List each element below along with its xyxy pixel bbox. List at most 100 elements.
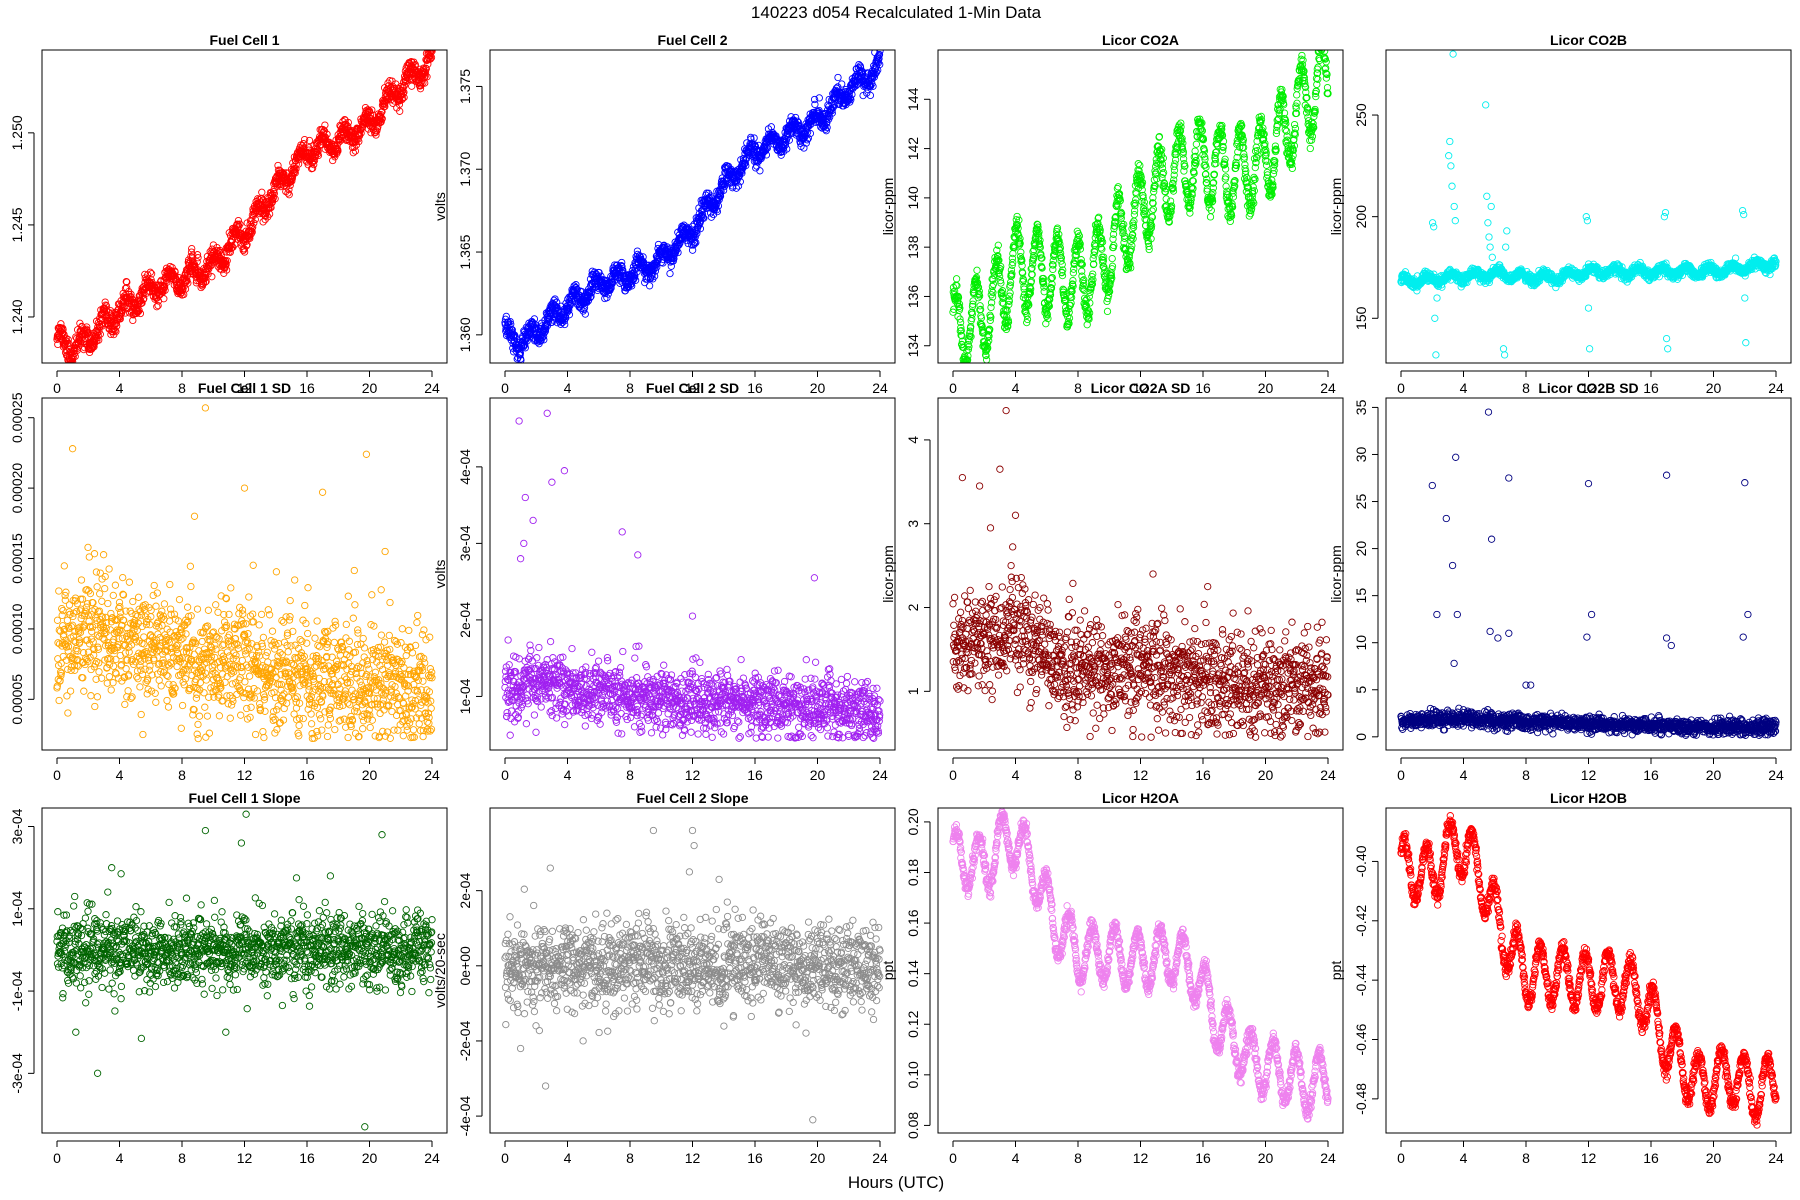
data-point [1049,265,1057,274]
x-tick-label: 16 [747,380,763,396]
data-point [1222,173,1230,181]
data-point [1033,220,1041,228]
data-point [633,263,641,272]
data-point [1217,129,1226,138]
data-point [788,129,796,137]
data-point [1262,161,1271,169]
data-point [688,246,697,254]
data-point [259,218,267,226]
data-point [586,293,594,302]
data-point [1095,223,1104,231]
data-point [1231,177,1239,185]
data-point [952,275,961,283]
data-point [1289,146,1297,155]
data-point [1186,209,1194,217]
data-point [975,292,984,300]
data-point [1090,251,1098,259]
data-point [511,332,519,341]
panel-0: Fuel Cell 1volts048121620241.2401.2451.2… [9,32,448,396]
data-point [247,230,255,238]
panel-title: Fuel Cell 1 [209,32,279,48]
data-point [378,115,386,123]
data-point [1098,238,1107,246]
data-point [1291,124,1300,133]
data-point [581,310,589,318]
data-point [1273,126,1281,135]
plot-frame [489,49,896,364]
data-point [399,86,407,95]
data-point [1148,213,1157,221]
data-point [704,189,713,197]
data-point [1216,121,1224,130]
data-point [831,100,839,109]
data-point [1147,235,1155,243]
data-point [102,301,110,309]
data-point [1310,112,1318,121]
data-point [984,327,993,335]
data-point [876,60,884,69]
data-point [631,272,639,280]
data-point [1056,249,1065,257]
data-point [1013,221,1022,229]
data-point [421,68,430,76]
data-point [1040,280,1048,288]
x-tick-label: 12 [1133,380,1149,396]
data-point [852,82,860,90]
data-point [1227,212,1236,220]
data-point [1182,179,1190,188]
data-point [585,285,593,293]
data-point [967,333,975,341]
data-point [956,318,965,327]
data-point [1131,199,1139,207]
data-point [1262,149,1270,157]
data-point [783,145,791,153]
y-tick-label: 1.365 [457,234,473,269]
data-point [160,295,168,303]
data-point [1298,51,1306,60]
data-point [1139,194,1147,202]
data-point [1065,314,1074,322]
data-point [994,252,1002,260]
data-point [1146,217,1155,225]
data-point [1078,260,1086,269]
data-point [1141,206,1149,214]
data-point [1104,291,1113,300]
data-point [335,135,343,143]
data-point [1179,139,1187,147]
data-point [973,279,982,287]
data-point [572,281,580,289]
data-point [985,337,993,345]
data-point [1120,234,1129,242]
x-axis: 0 4 8 12 16 20 24 [501,370,888,396]
data-point [1232,164,1240,172]
data-point [1323,70,1331,79]
data-point [966,327,974,335]
data-point [539,332,548,341]
data-point [1190,169,1198,177]
data-point [1209,184,1217,192]
data-point [246,234,254,243]
data-point [785,136,793,144]
data-point [1076,240,1084,248]
data-point [956,304,964,312]
data-point [1016,239,1024,248]
data-point [863,89,871,97]
data-point [1308,132,1317,141]
data-point [284,189,292,197]
data-point [1081,296,1090,305]
data-point [973,266,981,274]
data-point [1225,193,1233,202]
data-point [1136,180,1145,189]
data-point [235,222,243,230]
data-point [134,307,142,316]
data-point [1034,235,1043,243]
data-point [1282,119,1290,128]
y-axis-label: licor-ppm [1328,178,1344,236]
data-point [969,297,977,305]
data-point [1043,311,1051,319]
data-point [154,301,162,310]
data-point [368,106,376,114]
data-point [1078,284,1087,292]
data-point [247,227,256,235]
